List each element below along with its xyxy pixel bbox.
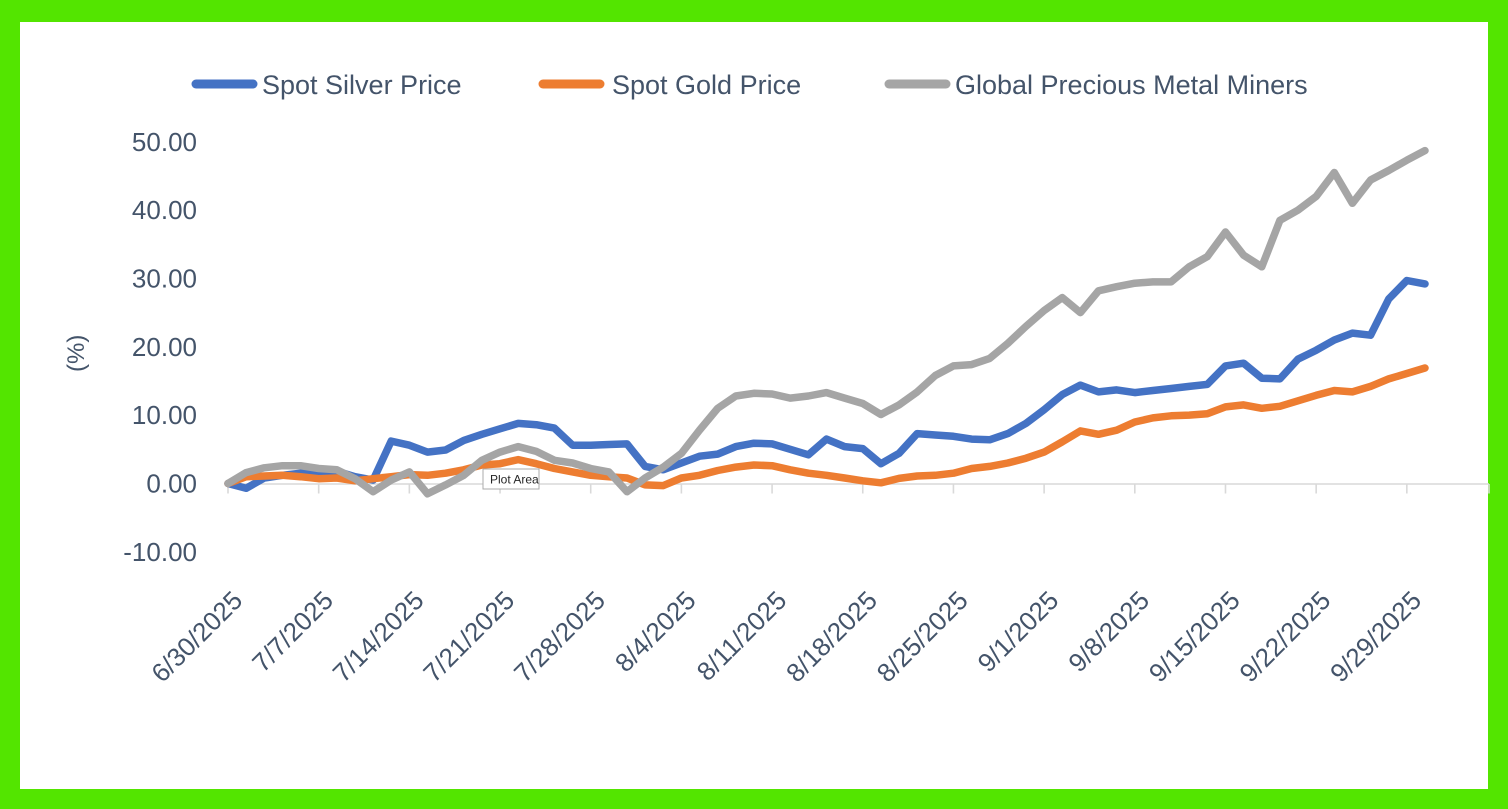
y-tick-label: 40.00 (132, 195, 197, 225)
y-axis-labels: 50.00 40.00 30.00 20.00 10.00 0.00 -10.00 (123, 127, 197, 567)
plot-area-tooltip-label: Plot Area (490, 473, 539, 487)
legend-item-spot-gold[interactable]: Spot Gold Price (538, 70, 801, 100)
series-line-1[interactable] (224, 364, 1429, 490)
legend-label-miners: Global Precious Metal Miners (955, 70, 1308, 100)
legend-item-spot-silver[interactable]: Spot Silver Price (191, 70, 462, 100)
y-tick-label: 30.00 (132, 263, 197, 293)
y-axis-title: (%) (63, 335, 90, 372)
y-tick-label: 20.00 (132, 332, 197, 362)
plot-area-tooltip-box (482, 468, 540, 490)
x-axis-line (226, 483, 1490, 494)
series-lines (224, 146, 1429, 498)
y-tick-label: 10.00 (132, 400, 197, 430)
legend: Spot Silver Price Spot Gold Price Global… (191, 70, 1308, 100)
legend-label-spot-gold: Spot Gold Price (612, 70, 801, 100)
legend-label-spot-silver: Spot Silver Price (262, 70, 462, 100)
y-tick-label: 0.00 (146, 469, 197, 499)
series-line-2[interactable] (224, 146, 1429, 498)
legend-item-miners[interactable]: Global Precious Metal Miners (884, 70, 1308, 100)
y-tick-label: 50.00 (132, 127, 197, 157)
y-tick-label: -10.00 (123, 537, 197, 567)
series-line-0[interactable] (224, 276, 1429, 493)
plot-area-tooltip: Plot Area (482, 468, 540, 490)
